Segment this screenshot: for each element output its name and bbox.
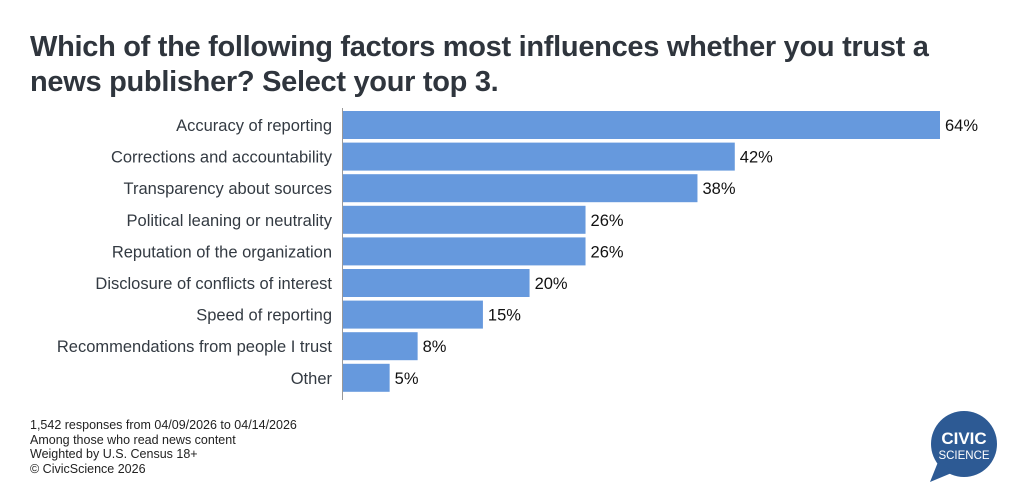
data-label: 8% <box>423 338 447 356</box>
footer-audience: Among those who read news content <box>30 432 236 447</box>
bar-5 <box>343 237 586 266</box>
logo-bubble-tail <box>930 462 954 482</box>
bar-4 <box>343 205 586 234</box>
bar-2 <box>343 142 735 171</box>
data-label: 26% <box>591 243 624 261</box>
logo-text-civic: CIVIC <box>941 429 986 448</box>
logo-text-science: SCIENCE <box>938 450 989 462</box>
bar-3 <box>343 174 698 203</box>
chart-title: Which of the following factors most infl… <box>30 31 929 98</box>
category-label: Other <box>291 370 333 388</box>
category-label: Political leaning or neutrality <box>127 212 333 230</box>
category-label: Accuracy of reporting <box>176 117 332 135</box>
data-label: 42% <box>740 149 773 167</box>
category-label: Transparency about sources <box>124 180 333 198</box>
bar-7 <box>343 300 483 329</box>
category-label: Reputation of the organization <box>112 243 332 261</box>
bar-9 <box>343 363 390 392</box>
footer-responses: 1,542 responses from 04/09/2026 to 04/14… <box>30 418 297 432</box>
bar-6 <box>343 269 530 297</box>
footer-copyright: © CivicScience 2026 <box>30 461 146 476</box>
category-label: Speed of reporting <box>196 307 332 325</box>
category-label: Disclosure of conflicts of interest <box>95 275 332 293</box>
logo-bubble <box>931 411 997 477</box>
civicscience-logo: CIVIC SCIENCE <box>930 411 997 482</box>
data-label: 15% <box>488 307 521 325</box>
data-label: 64% <box>945 117 978 135</box>
footer-notes: 1,542 responses from 04/09/2026 to 04/14… <box>30 418 297 476</box>
data-label: 38% <box>702 180 735 198</box>
footer-weighting: Weighted by U.S. Census 18+ <box>30 447 198 461</box>
bar-8 <box>343 332 418 361</box>
data-label: 5% <box>395 370 419 388</box>
bars-group: Accuracy of reporting 64% Corrections and … <box>57 111 978 392</box>
category-label: Corrections and accountability <box>111 149 333 167</box>
category-label: Recommendations from people I trust <box>57 338 333 356</box>
bar-1 <box>343 111 940 139</box>
data-label: 26% <box>591 212 624 230</box>
data-label: 20% <box>535 275 568 293</box>
